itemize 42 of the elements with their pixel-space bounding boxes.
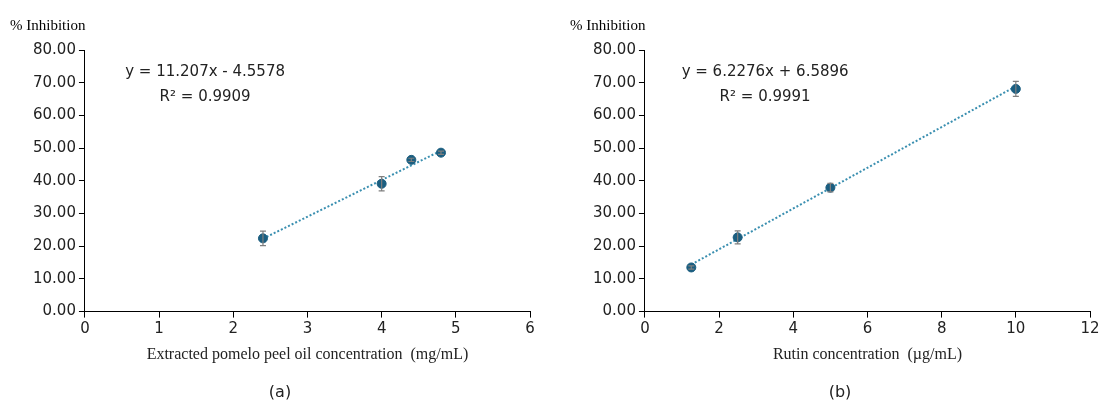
- x-tick-label: 0: [640, 319, 650, 338]
- y-tick-label: 40.00: [32, 170, 76, 189]
- annotation: R² = 0.9909: [159, 86, 251, 105]
- y-tick-label: 20.00: [592, 236, 636, 255]
- y-tick-label: 80.00: [592, 39, 636, 58]
- x-tick-label: 10: [1006, 319, 1026, 338]
- x-tick-label: 1: [154, 319, 164, 338]
- y-tick-label: 10.00: [592, 268, 636, 287]
- y-tick-label: 10.00: [32, 268, 76, 287]
- y-tick-label: 40.00: [592, 170, 636, 189]
- x-tick-label: 5: [451, 319, 461, 338]
- y-tick-label: 20.00: [32, 236, 76, 255]
- annotation: y = 6.2276x + 6.5896: [681, 61, 849, 80]
- y-tick-label: 0.00: [602, 301, 636, 320]
- text: (b): [828, 381, 852, 401]
- y-axis-title: % Inhibition: [570, 16, 646, 33]
- y-tick-label: 50.00: [592, 137, 636, 156]
- x-tick-label: 4: [788, 319, 799, 338]
- text: (a): [268, 381, 292, 401]
- x-tick-label: 12: [1080, 319, 1100, 338]
- x-axis-title: Rutin concentration (µg/mL): [772, 345, 963, 364]
- y-tick-label: 0.00: [42, 301, 76, 320]
- x-tick-label: 0: [80, 319, 90, 338]
- y-tick-label: 30.00: [592, 203, 636, 222]
- annotation: R² = 0.9991: [719, 86, 811, 105]
- x-tick-label: 2: [228, 319, 239, 338]
- y-tick-label: 70.00: [32, 72, 76, 91]
- y-tick-label: 30.00: [32, 203, 76, 222]
- y-tick-label: 80.00: [32, 39, 76, 58]
- x-tick-label: 6: [525, 319, 535, 338]
- x-tick-label: 4: [376, 319, 387, 338]
- y-tick-label: 60.00: [592, 105, 636, 124]
- x-tick-label: 3: [302, 319, 313, 338]
- y-tick-label: 50.00: [32, 137, 76, 156]
- x-tick-label: 8: [936, 319, 947, 338]
- y-tick-label: 60.00: [32, 105, 76, 124]
- y-tick-label: 70.00: [592, 72, 636, 91]
- y-axis-title: % Inhibition: [10, 16, 86, 33]
- x-tick-label: 2: [714, 319, 724, 338]
- x-tick-label: 6: [862, 319, 873, 338]
- annotation: y = 11.207x - 4.5578: [125, 61, 285, 80]
- x-axis-title: Extracted pomelo peel oil concentration (mg/mL): [146, 345, 469, 364]
